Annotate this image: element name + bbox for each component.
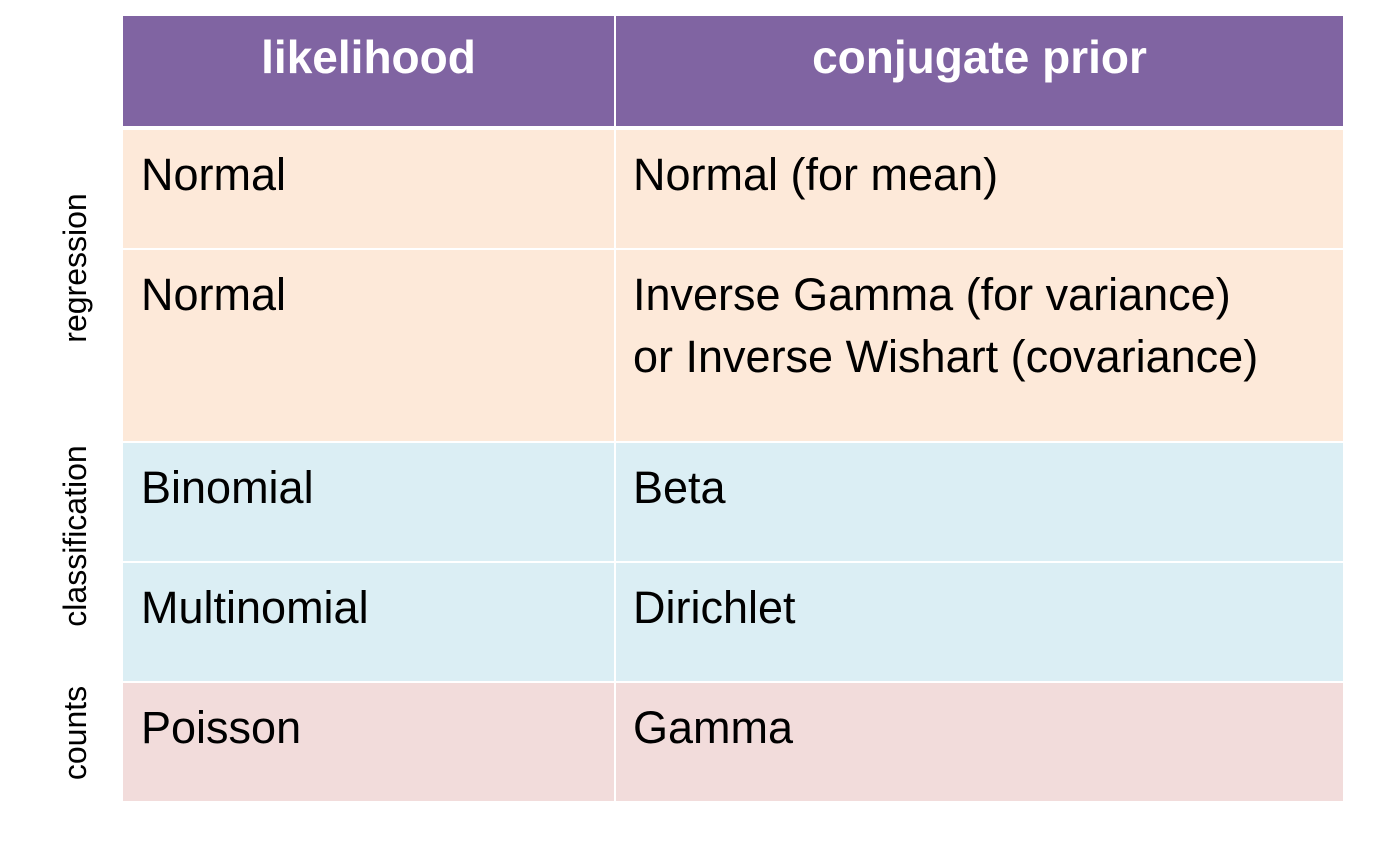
- table-row: Normal Normal (for mean): [123, 130, 1343, 250]
- likelihood-cell: Multinomial: [123, 563, 616, 681]
- prior-cell: Beta: [616, 443, 1343, 561]
- table-row: Binomial Beta: [123, 443, 1343, 563]
- group-label-regression: regression: [57, 193, 93, 343]
- prior-line: or Inverse Wishart (covariance): [633, 331, 1259, 382]
- header-conjugate-prior: conjugate prior: [812, 31, 1147, 83]
- prior-line: Beta: [633, 462, 726, 513]
- prior-cell: Inverse Gamma (for variance) or Inverse …: [616, 250, 1343, 441]
- header-likelihood: likelihood: [123, 16, 616, 126]
- table-row: Multinomial Dirichlet: [123, 563, 1343, 683]
- group-label-classification: classification: [57, 445, 93, 627]
- table-row: Normal Inverse Gamma (for variance) or I…: [123, 250, 1343, 443]
- conjugate-prior-table: likelihood conjugate prior Normal Normal…: [123, 16, 1343, 801]
- prior-line: Inverse Gamma (for variance): [633, 269, 1231, 320]
- prior-cell: Gamma: [616, 683, 1343, 801]
- likelihood-cell: Normal: [123, 250, 616, 441]
- likelihood-cell: Binomial: [123, 443, 616, 561]
- likelihood-cell: Poisson: [123, 683, 616, 801]
- group-label-counts: counts: [57, 685, 93, 781]
- table-row: Poisson Gamma: [123, 683, 1343, 801]
- prior-line: Normal (for mean): [633, 149, 999, 200]
- prior-cell: Normal (for mean): [616, 130, 1343, 248]
- prior-line: Dirichlet: [633, 582, 796, 633]
- table-header-row: likelihood conjugate prior: [123, 16, 1343, 130]
- prior-cell: Dirichlet: [616, 563, 1343, 681]
- likelihood-cell: Normal: [123, 130, 616, 248]
- prior-line: Gamma: [633, 702, 794, 753]
